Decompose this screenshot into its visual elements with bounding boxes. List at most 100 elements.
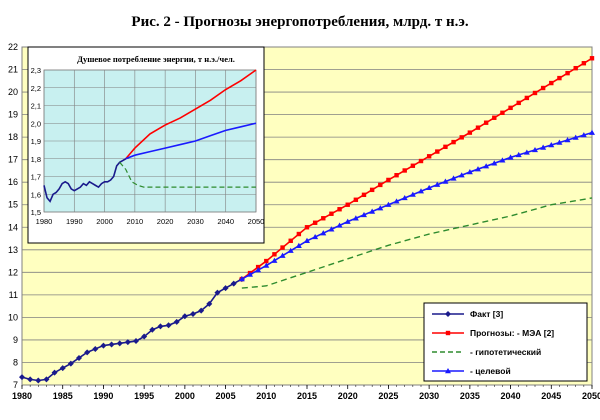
data-point (173, 318, 180, 325)
data-point (507, 154, 514, 160)
data-point (222, 285, 229, 292)
data-point (141, 333, 148, 340)
inset-y-tick-label: 1,7 (31, 173, 41, 182)
data-point (458, 172, 465, 178)
data-point (271, 257, 278, 263)
inset-y-tick-label: 2,3 (31, 66, 41, 75)
data-point (295, 242, 302, 248)
x-tick-label: 2005 (216, 391, 236, 401)
data-point (532, 90, 538, 96)
data-point (321, 216, 326, 221)
data-point (434, 181, 441, 187)
y-tick-label: 17 (8, 155, 18, 165)
inset-series-3 (125, 122, 257, 160)
x-tick-label: 1985 (53, 391, 73, 401)
data-point (540, 85, 546, 91)
x-tick-label: 2050 (582, 391, 600, 401)
data-point (556, 139, 563, 145)
axes: 7 8 9 10 11 12 13 14 15 16 17 18 19 20 21 22 1980 1985 199… (8, 42, 600, 401)
inset-x-tick-label: 2030 (187, 217, 204, 226)
data-point (418, 188, 424, 194)
data-point (100, 342, 107, 349)
y-tick-label: 12 (8, 267, 18, 277)
data-point (549, 80, 554, 86)
y-tick-label: 22 (8, 42, 18, 52)
data-point (92, 345, 99, 352)
data-point (353, 197, 359, 202)
y-tick-label: 21 (8, 65, 18, 75)
data-point (361, 192, 367, 198)
data-point (296, 231, 302, 237)
data-point (467, 130, 473, 135)
x-tick-label: 1980 (12, 391, 32, 401)
x-tick-label: 2020 (338, 391, 358, 401)
data-point (515, 151, 522, 158)
data-point (426, 154, 432, 159)
data-point (280, 245, 285, 250)
inset-title: Душевое потребление энергии, т н.э./чел. (77, 54, 235, 64)
data-point (312, 220, 318, 225)
data-point (345, 202, 350, 207)
data-point (435, 149, 440, 154)
y-tick-label: 15 (8, 200, 18, 210)
x-tick-label: 2030 (419, 391, 439, 401)
legend-label: - целевой (470, 366, 511, 376)
x-tick-label: 2040 (501, 391, 521, 401)
inset-chart: Душевое потребление энергии, т н.э./чел.… (27, 46, 265, 244)
y-tick-label: 18 (8, 132, 18, 142)
legend-label: - гипотетический (470, 347, 541, 357)
inset-y-tick-label: 1,6 (31, 190, 41, 199)
series-2 (241, 197, 593, 289)
legend-marker (445, 311, 451, 317)
inset-x-tick-label: 1980 (36, 217, 53, 226)
data-point (124, 339, 131, 346)
data-point (157, 323, 164, 330)
data-point (272, 252, 277, 257)
x-tick-label: 2045 (541, 391, 561, 401)
inset-x-tick-label: 2000 (96, 217, 113, 226)
data-point (450, 175, 457, 181)
data-point (492, 115, 497, 120)
chart-title: Рис. 2 - Прогнозы энергопотребления, млр… (131, 14, 469, 30)
series (19, 56, 595, 384)
legend-marker (445, 330, 451, 336)
data-point (369, 187, 375, 193)
y-tick-label: 13 (8, 245, 18, 255)
inset-y-tick-label: 1,9 (31, 137, 41, 146)
series-line (241, 131, 593, 280)
data-point (557, 75, 562, 81)
inset-series-2 (119, 161, 256, 188)
data-point (475, 166, 481, 172)
data-point (409, 191, 416, 197)
data-point (483, 120, 489, 125)
legend-label: Прогнозы: - МЭА [2] (470, 328, 554, 338)
data-point (337, 207, 342, 212)
data-point (500, 110, 505, 115)
inset-x-tick-label: 2020 (157, 217, 174, 226)
y-tick-label: 19 (8, 110, 18, 120)
data-point (564, 137, 571, 143)
data-point (51, 369, 58, 376)
data-point (198, 307, 205, 314)
legend-item-1: Прогнозы: - МЭА [2] (432, 328, 554, 338)
data-point (288, 238, 293, 243)
series-line (21, 278, 243, 382)
series-3 (238, 129, 595, 282)
legend-label: Факт [3] (470, 309, 503, 319)
legend-box (423, 302, 588, 382)
data-point (516, 100, 521, 106)
inset-x-tick-label: 1990 (66, 217, 83, 226)
data-point (279, 252, 286, 258)
y-tick-label: 7 (13, 380, 18, 390)
data-point (378, 182, 383, 188)
data-point (35, 377, 42, 384)
legend-item-3: - целевой (432, 366, 511, 376)
legend: Факт [3] Прогнозы: - МЭА [2] - гипотетичес… (423, 302, 588, 382)
data-point (312, 233, 319, 240)
data-point (352, 215, 359, 221)
data-point (377, 205, 384, 211)
data-point (532, 146, 538, 153)
data-point (190, 311, 196, 318)
inset-x-tick-label: 2010 (127, 217, 144, 226)
data-point (247, 271, 253, 277)
